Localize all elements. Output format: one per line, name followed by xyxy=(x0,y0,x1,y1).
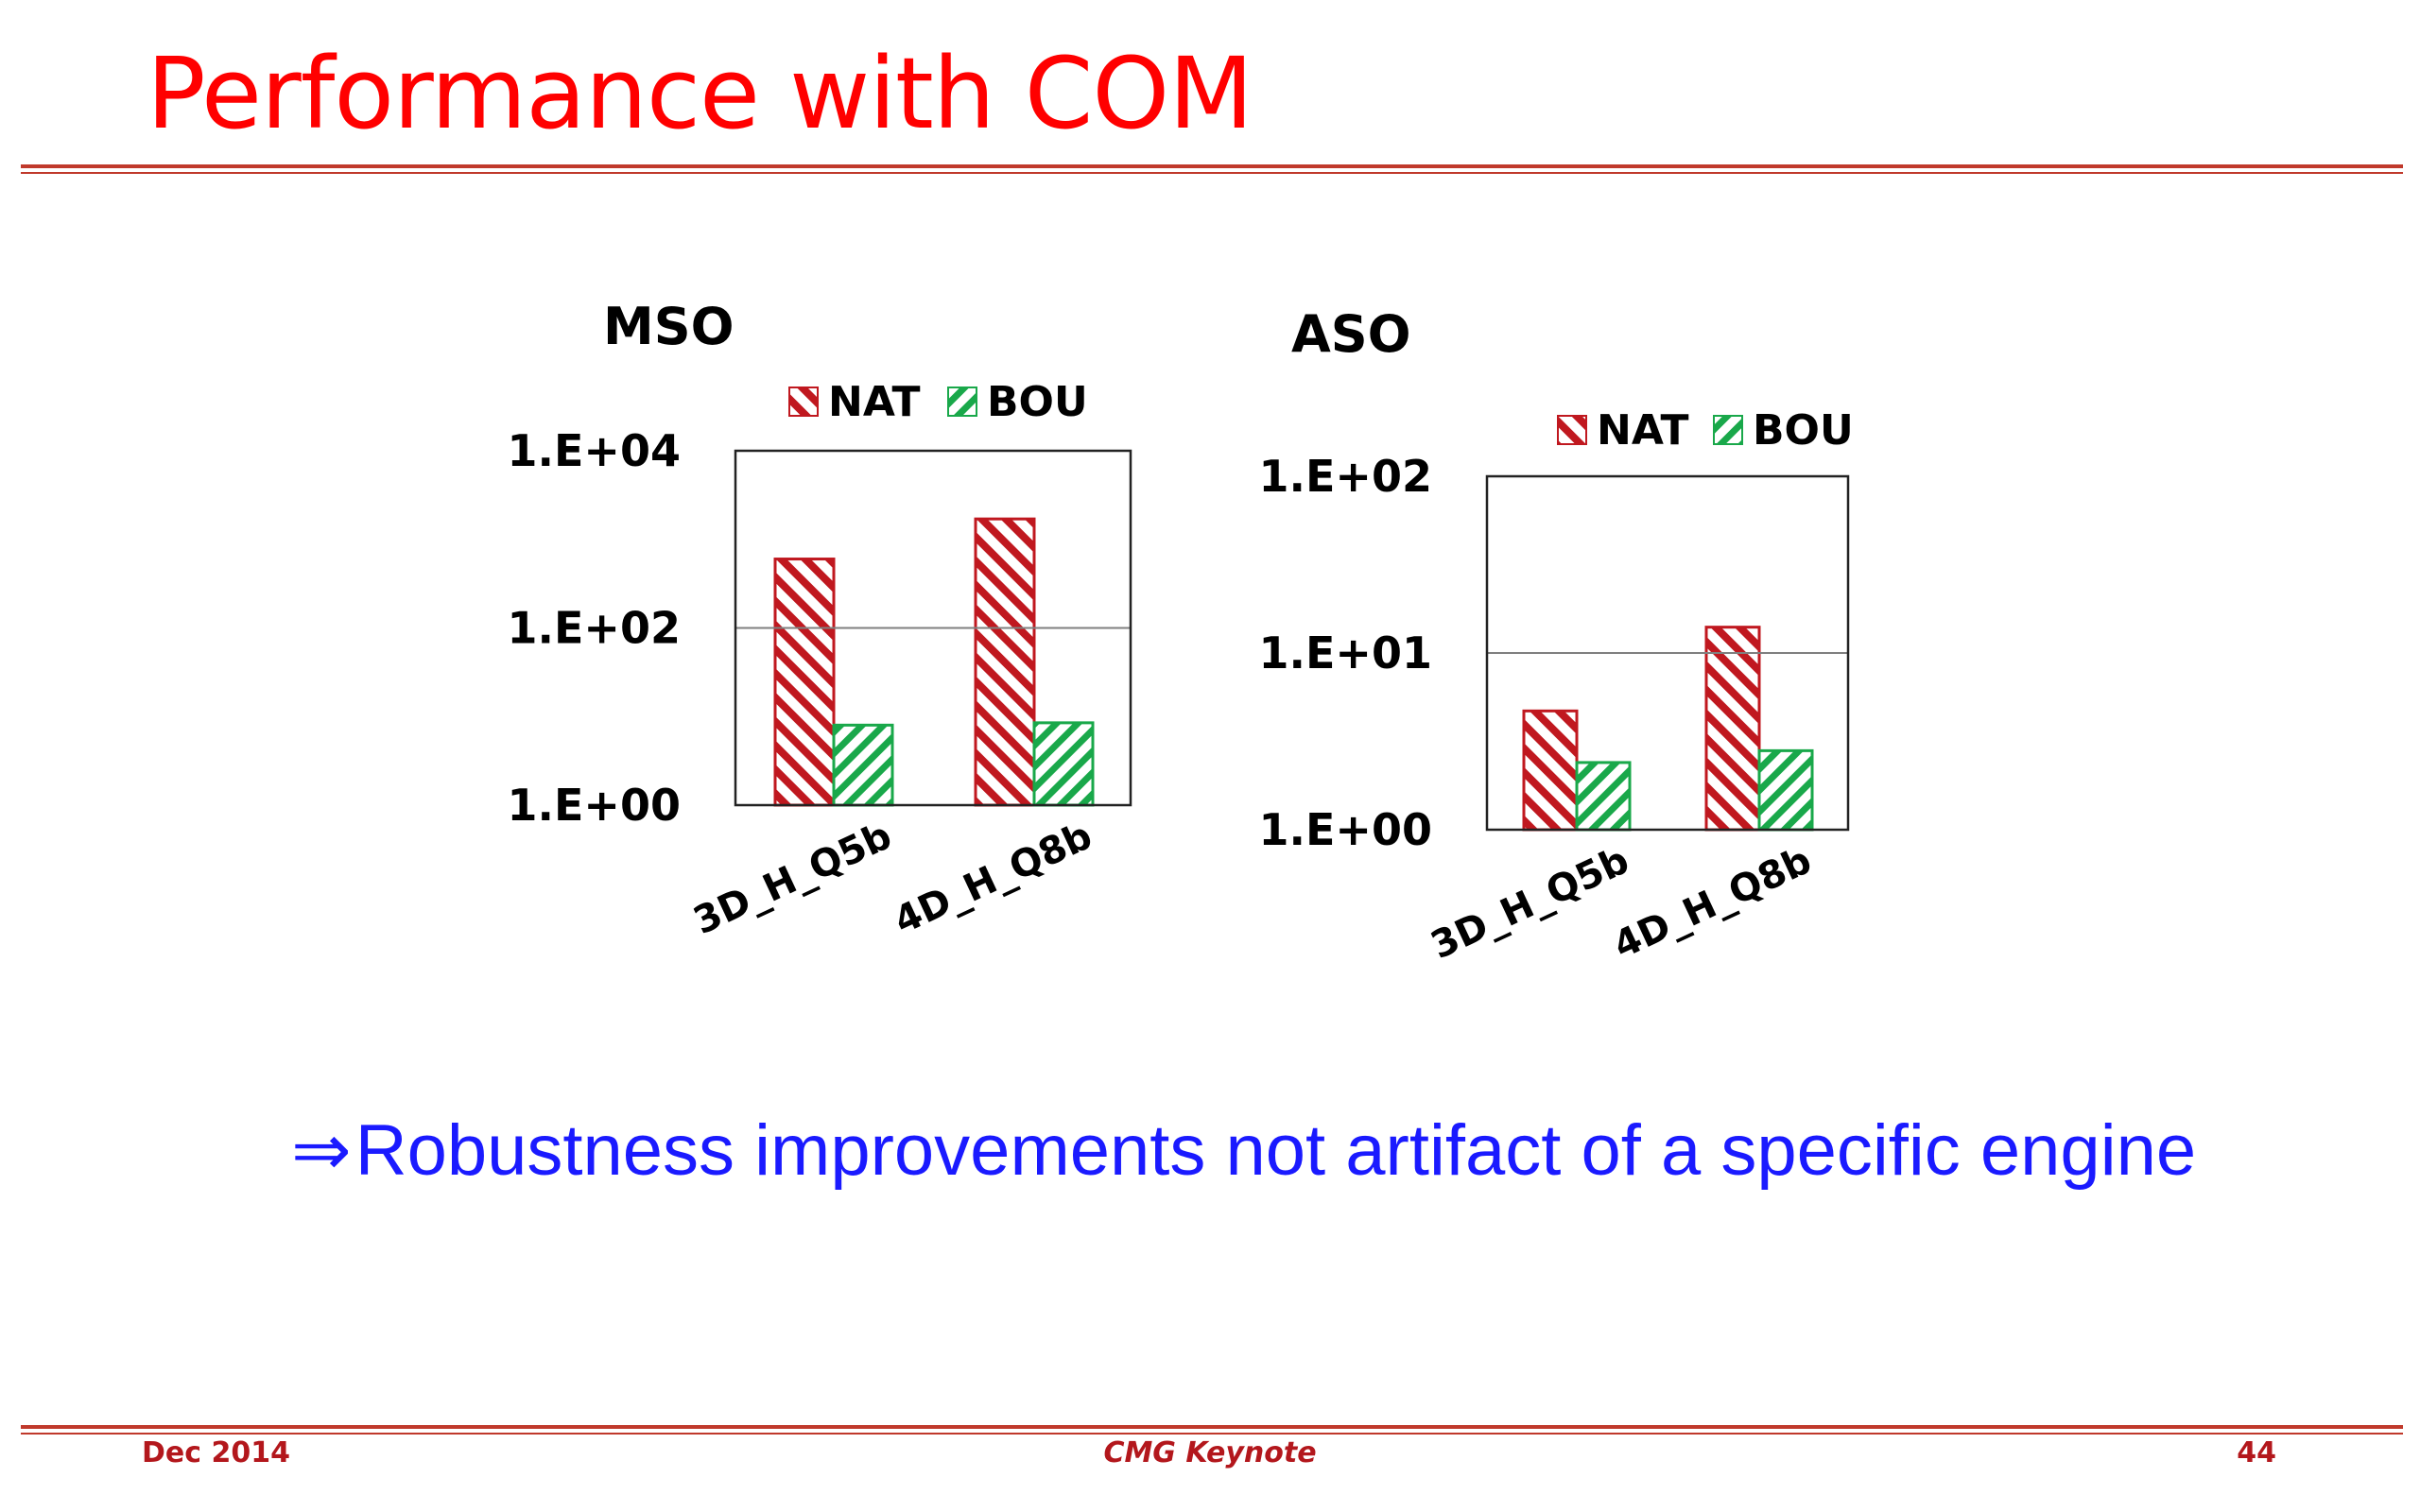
bar-nat-3d-h-q5b xyxy=(773,558,836,807)
footer-event: CMG Keynote xyxy=(1103,1436,1317,1469)
y-tick-labels: 1.E+00 1.E+01 1.E+02 xyxy=(1259,451,1432,855)
y-tick-labels: 1.E+00 1.E+02 1.E+04 xyxy=(508,425,681,831)
bars xyxy=(1522,626,1814,832)
slide-title: Performance with COM xyxy=(147,36,1253,151)
y-tick-label: 1.E+01 xyxy=(1259,627,1432,679)
x-category-labels: 3D_H_Q5b 4D_H_Q8b xyxy=(687,814,1098,943)
chart-title: MSO xyxy=(603,297,735,356)
footer-page-number: 44 xyxy=(2237,1436,2276,1469)
footer-rule xyxy=(21,1425,2403,1429)
header-rule-thin xyxy=(21,172,2403,174)
conclusion: ⇒Robustness improvements not artifact of… xyxy=(291,1108,2196,1192)
bar-nat-4d-h-q8b xyxy=(974,517,1036,807)
footer-rule-thin xyxy=(21,1433,2403,1435)
x-category-labels: 3D_H_Q5b 4D_H_Q8b xyxy=(1425,838,1818,968)
y-tick-label: 1.E+02 xyxy=(508,603,681,654)
bar-bou-3d-h-q5b xyxy=(1575,761,1632,832)
chart-mso: MSO NAT BOU 1.E+00 1.E+02 1.E+04 3D_H_Q5… xyxy=(508,297,1132,943)
x-category-label: 4D_H_Q8b xyxy=(888,814,1098,943)
conclusion-text: Robustness improvements not artifact of … xyxy=(354,1110,2197,1191)
x-category-label: 3D_H_Q5b xyxy=(687,814,898,943)
bar-bou-4d-h-q8b xyxy=(1032,721,1095,807)
bar-bou-3d-h-q5b xyxy=(832,723,894,807)
legend-label-bou: BOU xyxy=(1753,406,1854,455)
x-category-label: 3D_H_Q5b xyxy=(1425,838,1635,968)
x-category-label: 4D_H_Q8b xyxy=(1607,838,1818,968)
y-tick-label: 1.E+00 xyxy=(508,780,681,831)
footer-date: Dec 2014 xyxy=(142,1436,290,1469)
legend-swatch-bou xyxy=(947,387,977,417)
bar-nat-3d-h-q5b xyxy=(1522,709,1579,832)
y-tick-label: 1.E+04 xyxy=(508,425,681,476)
bar-nat-4d-h-q8b xyxy=(1704,626,1761,832)
legend-swatch-bou xyxy=(1713,415,1743,445)
legend-label-nat: NAT xyxy=(828,378,920,426)
implies-arrow: ⇒ xyxy=(291,1110,352,1191)
legend-swatch-nat xyxy=(788,387,819,417)
legend-swatch-nat xyxy=(1557,415,1587,445)
plot-frame xyxy=(734,449,1132,807)
chart-aso: ASO NAT BOU 1.E+00 1.E+01 1.E+02 3D_H_Q5… xyxy=(1259,304,1854,968)
legend-label-bou: BOU xyxy=(987,378,1088,426)
legend-label-nat: NAT xyxy=(1597,406,1688,455)
y-tick-label: 1.E+00 xyxy=(1259,804,1432,855)
plot-frame xyxy=(1485,474,1850,832)
bars xyxy=(773,517,1095,807)
header-rule xyxy=(21,164,2403,168)
y-tick-label: 1.E+02 xyxy=(1259,451,1432,502)
legend: NAT BOU xyxy=(788,378,1088,426)
bar-bou-4d-h-q8b xyxy=(1757,748,1814,832)
chart-title: ASO xyxy=(1291,304,1411,364)
legend: NAT BOU xyxy=(1557,406,1854,455)
